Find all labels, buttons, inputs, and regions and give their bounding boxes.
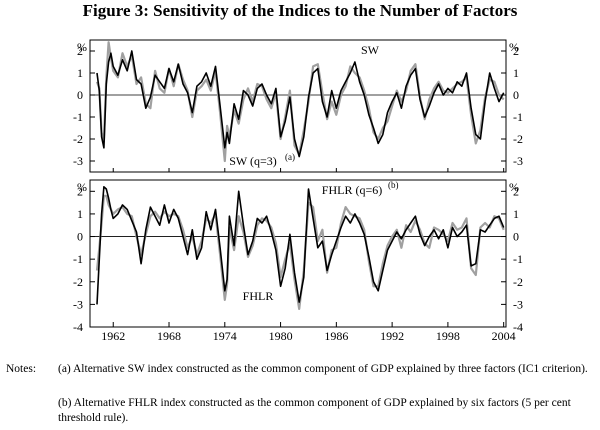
unit-label-left-top: % xyxy=(77,40,87,54)
x-tick-label: 1986 xyxy=(324,329,348,343)
figure-title: Figure 3: Sensitivity of the Indices to … xyxy=(82,1,518,20)
panel-frame-top xyxy=(89,39,507,173)
y-tick-label-left-bottom: 1 xyxy=(77,207,83,221)
y-tick-label-right-top: -2 xyxy=(513,132,523,146)
annotation-fhlr-q6: FHLR (q=6) xyxy=(322,183,382,197)
notes-label: Notes: xyxy=(6,363,37,375)
annotation-fhlr: FHLR xyxy=(243,289,274,303)
notes: Notes: (a) Alternative SW index construc… xyxy=(6,362,596,426)
y-tick-label-left-top: 1 xyxy=(77,66,83,80)
x-tick-label: 2004 xyxy=(492,329,516,343)
annotation-note-b-marker: (b) xyxy=(388,180,399,190)
series-line-sw-q-3 xyxy=(95,41,505,163)
y-tick-label-left-top: -3 xyxy=(73,154,83,168)
unit-label-right-bottom: % xyxy=(509,180,519,194)
y-tick-label-right-bottom: 2 xyxy=(513,184,519,198)
y-tick-label-left-bottom: -2 xyxy=(73,275,83,289)
note-b: (b) Alternative FHLR index constructed a… xyxy=(58,397,571,424)
y-tick-label-left-bottom: 2 xyxy=(77,184,83,198)
series-line-fhlr-q-6 xyxy=(95,194,505,310)
y-tick-label-right-bottom: -3 xyxy=(513,297,523,311)
y-tick-label-right-top: 2 xyxy=(513,44,519,58)
series-line-sw xyxy=(96,50,505,158)
x-tick-label: 1962 xyxy=(101,329,125,343)
y-tick-label-right-top: 1 xyxy=(513,66,519,80)
unit-label-left-bottom: % xyxy=(77,180,87,194)
series-line-fhlr xyxy=(96,186,505,305)
note-a: (a) Alternative SW index constructed as … xyxy=(58,363,588,375)
y-tick-label-left-top: -1 xyxy=(73,110,83,124)
x-tick-label: 1968 xyxy=(157,329,181,343)
y-tick-label-right-bottom: 0 xyxy=(513,230,519,244)
y-tick-label-right-top: -3 xyxy=(513,154,523,168)
y-tick-label-right-top: 0 xyxy=(513,88,519,102)
x-tick-label: 1998 xyxy=(436,329,460,343)
x-tick-label: 1992 xyxy=(380,329,404,343)
annotation-sw-q3: SW (q=3) xyxy=(229,154,277,168)
y-tick-label-right-bottom: -1 xyxy=(513,252,523,266)
y-tick-label-right-top: -1 xyxy=(513,110,523,124)
unit-label-right-top: % xyxy=(509,40,519,54)
annotation-note-a-marker: (a) xyxy=(285,152,295,162)
x-tick-label: 1974 xyxy=(213,329,237,343)
y-tick-label-right-bottom: -2 xyxy=(513,275,523,289)
y-tick-label-left-top: 0 xyxy=(77,88,83,102)
y-tick-label-left-bottom: -4 xyxy=(73,320,83,334)
annotation-sw: SW xyxy=(361,43,380,57)
y-tick-label-left-top: 2 xyxy=(77,44,83,58)
y-tick-label-left-bottom: -3 xyxy=(73,297,83,311)
y-tick-label-left-top: -2 xyxy=(73,132,83,146)
x-tick-label: 1980 xyxy=(269,329,293,343)
y-tick-label-left-bottom: -1 xyxy=(73,252,83,266)
y-tick-label-right-bottom: -4 xyxy=(513,320,523,334)
y-tick-label-left-bottom: 0 xyxy=(77,230,83,244)
panel-frame-bottom xyxy=(89,179,507,328)
y-tick-label-right-bottom: 1 xyxy=(513,207,519,221)
